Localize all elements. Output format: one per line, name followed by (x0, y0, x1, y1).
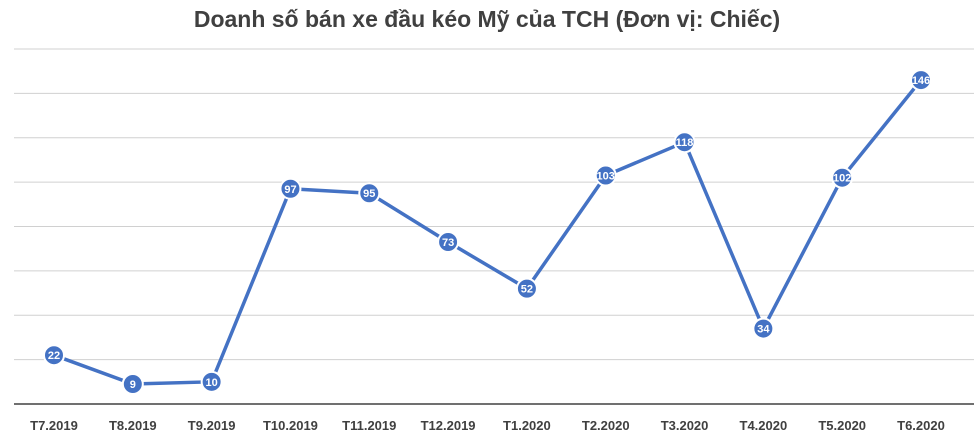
x-tick-label: T8.2019 (109, 418, 157, 433)
x-tick-label: T12.2019 (421, 418, 476, 433)
data-point (43, 344, 65, 367)
series-layer: 22 9 10 97 95 73 52 103 118 34 102 146 (43, 69, 932, 396)
data-point (752, 317, 775, 340)
data-point (358, 182, 381, 205)
data-label: 73 (442, 237, 454, 249)
x-tick-label: T5.2020 (818, 418, 866, 433)
data-point (437, 231, 460, 254)
x-tick-label: T6.2020 (897, 418, 945, 433)
data-label: 10 (206, 377, 218, 389)
data-label: 52 (521, 284, 533, 296)
x-tick-label: T4.2020 (740, 418, 788, 433)
x-tick-label: T9.2019 (188, 418, 236, 433)
data-label: 102 (833, 173, 851, 185)
data-point (910, 69, 932, 92)
data-label: 34 (757, 324, 770, 336)
series-line (52, 78, 923, 386)
x-tick-label: T1.2020 (503, 418, 551, 433)
chart-title: Doanh số bán xe đầu kéo Mỹ của TCH (Đơn … (193, 6, 781, 32)
data-label: 95 (363, 188, 375, 200)
x-tick-label: T7.2019 (30, 418, 78, 433)
data-label: 9 (130, 379, 136, 391)
data-label: 97 (284, 184, 296, 196)
data-point (279, 177, 302, 200)
data-point (673, 131, 696, 154)
data-label: 118 (676, 137, 694, 149)
x-tick-label: T2.2020 (582, 418, 630, 433)
data-label: 22 (48, 350, 60, 362)
data-label: 103 (597, 170, 615, 182)
data-label: 146 (912, 75, 930, 87)
data-point (831, 166, 854, 189)
x-tick-labels: T7.2019 T8.2019 T9.2019 T10.2019 T11.2019 T12… (30, 418, 945, 433)
x-tick-label: T3.2020 (661, 418, 709, 433)
data-point (515, 277, 538, 300)
data-point (121, 373, 144, 396)
x-tick-label: T10.2019 (263, 418, 318, 433)
data-point (594, 164, 617, 187)
data-point (200, 370, 223, 393)
x-tick-label: T11.2019 (342, 418, 396, 433)
